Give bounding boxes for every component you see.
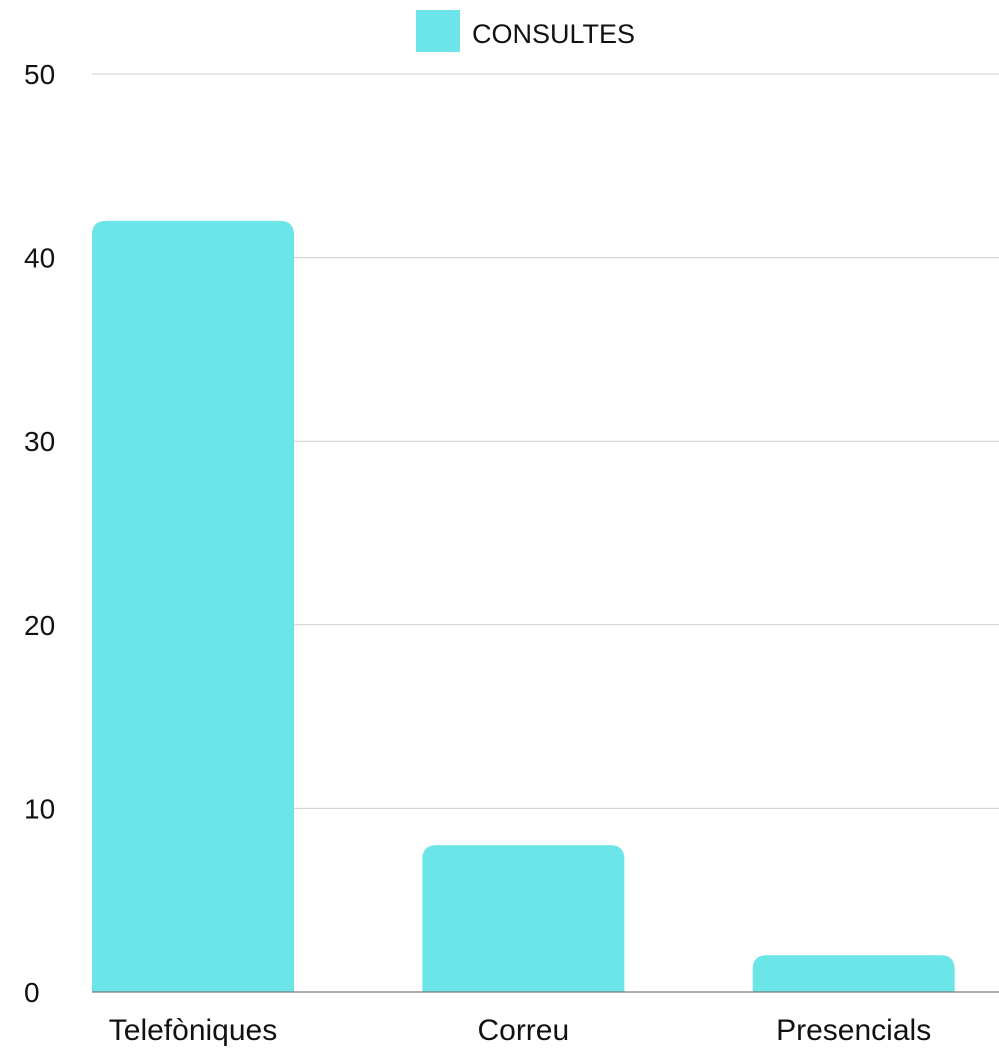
y-tick-label-50: 50: [24, 59, 55, 90]
legend-label-consultes: CONSULTES: [472, 19, 635, 49]
y-tick-label-40: 40: [24, 243, 55, 274]
x-label-presencials: Presencials: [776, 1014, 931, 1047]
x-axis-category-labels: Telefòniques Correu Presencials: [109, 1014, 931, 1047]
x-label-telefoniques: Telefòniques: [109, 1014, 277, 1047]
y-tick-label-20: 20: [24, 610, 55, 641]
legend: CONSULTES: [416, 10, 635, 52]
y-tick-label-10: 10: [24, 793, 55, 824]
bars: [92, 220, 955, 992]
bar-telefoniques: [92, 220, 294, 992]
legend-swatch-consultes: [416, 10, 460, 52]
bar-presencials: [752, 955, 955, 992]
bar-correu: [422, 845, 625, 992]
y-tick-label-0: 0: [24, 977, 40, 1008]
y-tick-label-30: 30: [24, 426, 55, 457]
y-axis-tick-labels: 0 10 20 30 40 50: [24, 59, 55, 1008]
x-label-correu: Correu: [477, 1014, 569, 1047]
